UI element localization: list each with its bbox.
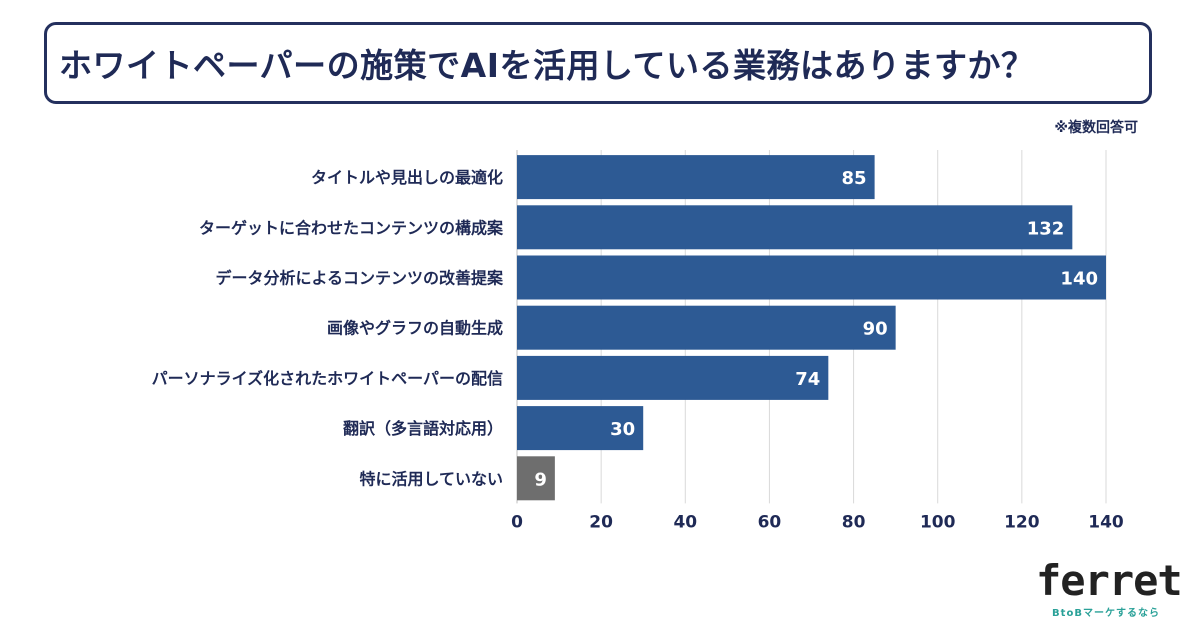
x-tick-label: 0 (511, 512, 523, 532)
data-label: 132 (1027, 218, 1065, 239)
bar (517, 355, 829, 400)
bar (517, 155, 875, 200)
data-label: 90 (863, 319, 888, 340)
logo-tagline: BtoBマーケするなら (1052, 608, 1160, 619)
multiple-answer-note: ※複数回答可 (1054, 120, 1138, 136)
bar (517, 255, 1106, 300)
bar (517, 305, 896, 350)
x-tick-label: 80 (842, 512, 866, 532)
data-label: 30 (610, 419, 635, 440)
data-label: 9 (534, 469, 547, 490)
data-label: 140 (1060, 269, 1098, 290)
data-label: 74 (795, 369, 820, 390)
category-label: 画像やグラフの自動生成 (327, 319, 503, 338)
x-tick-label: 60 (758, 512, 782, 532)
bar (517, 406, 644, 451)
x-tick-label: 40 (673, 512, 697, 532)
x-tick-label: 120 (1004, 512, 1040, 532)
ferret-logo: ferret BtoBマーケするなら (1036, 556, 1183, 620)
x-tick-label: 20 (589, 512, 613, 532)
category-label: タイトルや見出しの最適化 (311, 168, 503, 187)
title-box: ホワイトペーパーの施策でAIを活用している業務はありますか？ (44, 22, 1152, 104)
bar (517, 205, 1073, 250)
logo-name: ferret (1036, 556, 1183, 605)
x-tick-label: 140 (1088, 512, 1124, 532)
data-label: 85 (842, 168, 867, 189)
page-title: ホワイトペーパーの施策でAIを活用している業務はありますか？ (59, 46, 1035, 85)
category-label: パーソナライズ化されたホワイトペーパーの配信 (152, 369, 503, 388)
category-label: 特に活用していない (359, 469, 503, 488)
category-label: データ分析によるコンテンツの改善提案 (215, 269, 504, 288)
x-tick-label: 100 (920, 512, 956, 532)
bar (517, 456, 555, 501)
category-label: ターゲットに合わせたコンテンツの構成案 (199, 218, 504, 237)
category-label: 翻訳（多言語対応用） (343, 419, 503, 438)
